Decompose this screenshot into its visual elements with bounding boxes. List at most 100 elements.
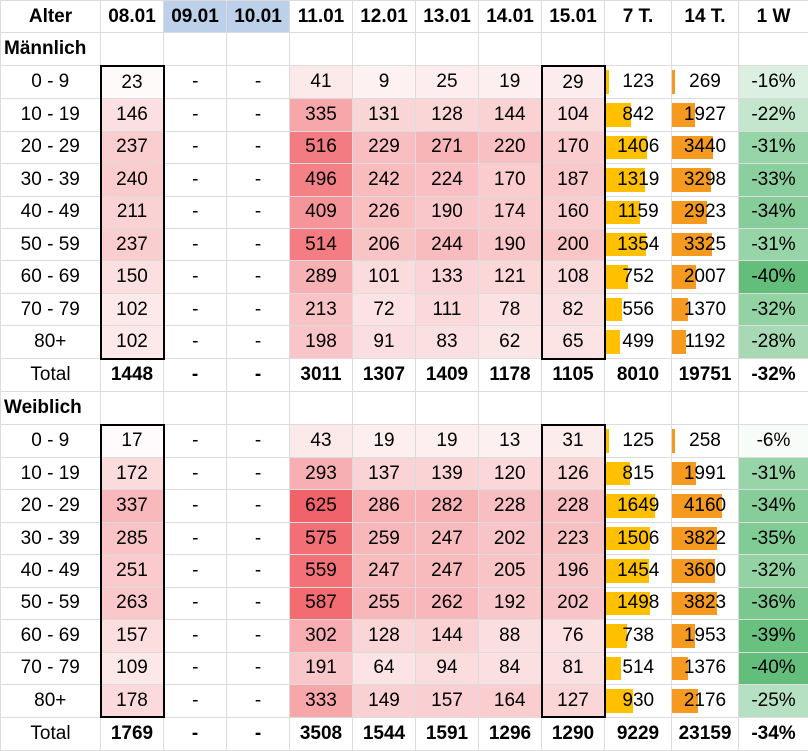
- total-count-cell: 1544: [352, 716, 416, 751]
- daily-count-cell: -: [226, 195, 290, 229]
- daily-count-cell: 170: [540, 130, 606, 165]
- weekly-change-cell: -31%: [738, 456, 808, 491]
- daily-count-cell: 409: [289, 195, 353, 229]
- data-bar: [672, 265, 696, 289]
- daily-count-cell: 131: [352, 98, 416, 132]
- age-group-label: 20 - 29: [0, 130, 101, 165]
- 14-day-total-cell: 3823: [671, 586, 739, 621]
- daily-count-cell: 17: [99, 423, 165, 458]
- daily-count-cell: 137: [352, 456, 416, 491]
- empty-cell: [352, 32, 416, 67]
- 14-day-total-cell: 1192: [671, 325, 739, 360]
- total-count-cell: 3011: [289, 358, 353, 393]
- daily-count-cell: 220: [478, 130, 542, 165]
- weekly-change-cell: -33%: [738, 163, 808, 197]
- total-14-day-cell: 19751: [671, 358, 739, 393]
- table-row: 0 - 9 17- -43 19 19 13 31 125 258 -6%: [0, 423, 808, 458]
- daily-count-cell: -: [163, 163, 227, 197]
- total-value: 1454: [617, 559, 660, 581]
- data-bar: [605, 462, 630, 486]
- daily-count-cell: -: [163, 619, 227, 653]
- daily-count-cell: 247: [415, 521, 479, 556]
- empty-cell: [289, 32, 353, 67]
- daily-count-cell: 255: [352, 586, 416, 621]
- daily-count-cell: -: [163, 651, 227, 685]
- data-bar: [672, 103, 695, 127]
- daily-count-cell: 228: [478, 489, 542, 523]
- weekly-change-cell: -6%: [738, 424, 808, 458]
- daily-count-cell: 202: [540, 586, 606, 621]
- data-bar: [605, 168, 645, 192]
- daily-count-cell: 190: [415, 195, 479, 229]
- total-value: 1498: [617, 592, 660, 614]
- empty-cell: [100, 391, 164, 426]
- data-bar: [672, 688, 698, 713]
- header-cell: 15.01: [541, 0, 605, 34]
- age-group-label: 60 - 69: [0, 260, 101, 294]
- empty-cell: [738, 32, 808, 67]
- 7-day-total-cell: 123: [604, 65, 672, 100]
- daily-count-cell: 94: [415, 651, 479, 685]
- total-value: 1927: [683, 104, 727, 125]
- daily-count-cell: -: [226, 651, 290, 685]
- 7-day-total-cell: 1498: [604, 586, 672, 621]
- daily-count-cell: 625: [289, 489, 353, 523]
- empty-cell: [738, 391, 808, 426]
- table-row: 10 - 19 172- -293 137 139 120 126 815 1991 -31%: [0, 456, 808, 491]
- age-group-label: 10 - 19: [0, 98, 101, 132]
- weekly-change-cell: -28%: [738, 325, 808, 360]
- daily-count-cell: 101: [352, 260, 416, 294]
- daily-count-cell: -: [163, 195, 227, 229]
- total-weekly-change-cell: -32%: [738, 358, 808, 393]
- total-value: 3822: [683, 527, 727, 549]
- empty-cell: [478, 391, 542, 426]
- daily-count-cell: -: [163, 586, 227, 621]
- total-count-cell: -: [163, 716, 227, 751]
- data-bar: [672, 624, 696, 648]
- data-bar: [672, 462, 696, 486]
- header-cell: 09.01: [163, 0, 227, 34]
- daily-count-cell: 271: [415, 130, 479, 165]
- 7-day-total-cell: 815: [604, 456, 672, 491]
- total-value: 258: [689, 430, 721, 452]
- weekly-change-cell: -34%: [738, 489, 808, 523]
- total-count-cell: 1448: [100, 358, 164, 393]
- daily-count-cell: -: [163, 489, 227, 523]
- daily-count-cell: 43: [289, 424, 353, 458]
- data-bar: [672, 591, 718, 616]
- daily-count-cell: -: [226, 619, 290, 653]
- daily-count-cell: -: [226, 98, 290, 132]
- empty-cell: [415, 32, 479, 67]
- empty-cell: [226, 391, 290, 426]
- data-bar: [672, 494, 722, 518]
- daily-count-cell: 514: [289, 227, 353, 262]
- total-value: 1406: [617, 136, 660, 158]
- daily-count-cell: 229: [352, 130, 416, 165]
- header-cell: 10.01: [226, 0, 290, 34]
- daily-count-cell: -: [163, 260, 227, 294]
- 7-day-total-cell: 514: [604, 651, 672, 685]
- weekly-change-cell: -40%: [738, 260, 808, 294]
- total-count-cell: 1409: [415, 358, 479, 393]
- daily-count-cell: 120: [478, 456, 542, 491]
- total-value: 930: [622, 689, 655, 711]
- daily-count-cell: 64: [352, 651, 416, 685]
- weekly-change-cell: -36%: [738, 586, 808, 621]
- daily-count-cell: 157: [415, 683, 479, 718]
- daily-count-cell: 223: [540, 521, 606, 556]
- table-row: 30 - 39 240- -496 242 224 170 187 1319 3298 -33%: [0, 163, 808, 197]
- total-value: 2923: [683, 201, 727, 223]
- daily-count-cell: 81: [540, 651, 606, 685]
- data-bar: [605, 70, 610, 95]
- total-value: 3440: [683, 136, 727, 158]
- data-bar: [605, 688, 634, 713]
- daily-count-cell: 263: [99, 586, 165, 621]
- daily-count-cell: 146: [99, 98, 165, 132]
- weekly-change-cell: -39%: [738, 619, 808, 653]
- data-bar: [672, 168, 712, 192]
- daily-count-cell: 259: [352, 521, 416, 556]
- 14-day-total-cell: 3440: [671, 130, 739, 165]
- daily-count-cell: 31: [540, 423, 606, 458]
- total-value: 3600: [683, 559, 727, 581]
- daily-count-cell: 139: [415, 456, 479, 491]
